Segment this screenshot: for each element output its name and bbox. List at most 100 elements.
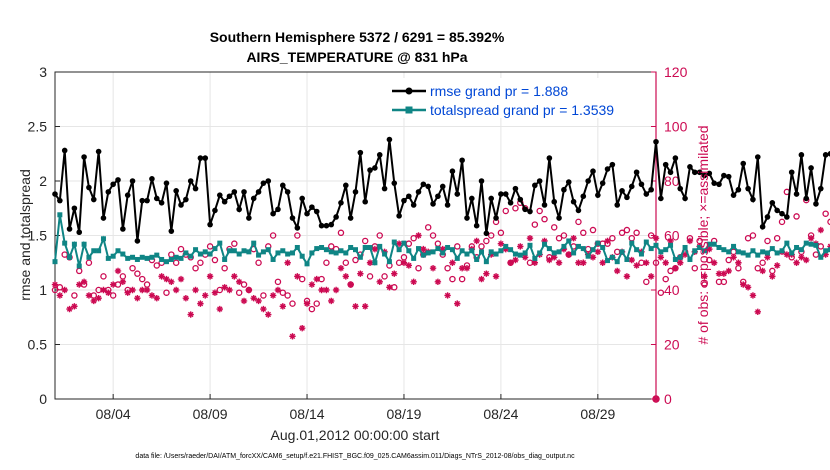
totalspread-point xyxy=(52,259,58,265)
totalspread-point xyxy=(125,255,131,261)
obs-assimilated-point xyxy=(773,262,781,269)
totalspread-point xyxy=(372,260,378,266)
rmse-point xyxy=(522,206,528,213)
obs-assimilated-point xyxy=(235,278,243,286)
totalspread-point xyxy=(105,255,111,261)
rmse-point xyxy=(367,167,373,173)
obs-assimilated-point xyxy=(449,259,456,266)
rmse-point xyxy=(144,197,150,204)
rmse-point xyxy=(541,202,548,208)
obs-possible-point xyxy=(643,278,650,286)
rmse-point xyxy=(565,179,572,185)
totalspread-point xyxy=(391,239,397,245)
totalspread-point xyxy=(605,258,611,264)
obs-assimilated-point xyxy=(410,278,417,286)
obs-assimilated-point xyxy=(575,259,582,266)
obs-assimilated-point xyxy=(633,262,640,269)
obs-assimilated-point xyxy=(565,251,572,258)
obs-assimilated-point xyxy=(546,256,553,264)
totalspread-point xyxy=(575,243,581,249)
rmse-point xyxy=(376,152,383,158)
obs-assimilated-point xyxy=(100,286,107,294)
obs-possible-point xyxy=(764,237,771,245)
totalspread-point xyxy=(638,251,644,257)
totalspread-point xyxy=(382,251,388,257)
obs-assimilated-point xyxy=(744,284,752,291)
rmse-point xyxy=(105,189,112,195)
obs-possible-point xyxy=(444,264,451,272)
rmse-point xyxy=(149,176,155,182)
rmse-point xyxy=(469,195,475,202)
totalspread-point xyxy=(197,251,203,257)
rmse-point xyxy=(682,195,688,202)
obs-assimilated-point xyxy=(444,292,451,299)
obs-possible-point xyxy=(284,292,291,299)
totalspread-point xyxy=(740,250,746,256)
rmse-point xyxy=(255,189,262,195)
rmse-point xyxy=(352,189,359,195)
obs-assimilated-point xyxy=(478,275,485,283)
x-axis-label: Aug.01,2012 00:00:00 start xyxy=(271,427,440,443)
totalspread-point xyxy=(435,246,441,252)
rmse-point xyxy=(134,238,141,244)
obs-assimilated-point xyxy=(163,275,170,283)
totalspread-point xyxy=(323,247,329,253)
obs-assimilated-point xyxy=(628,256,635,264)
totalspread-point xyxy=(643,239,649,245)
obs-assimilated-point xyxy=(357,270,364,277)
totalspread-point xyxy=(212,246,218,252)
obs-possible-point xyxy=(61,251,68,258)
obs-possible-point xyxy=(109,292,117,299)
obs-assimilated-point xyxy=(643,259,650,266)
rmse-point xyxy=(313,208,320,215)
totalspread-point xyxy=(706,241,712,247)
obs-assimilated-point xyxy=(647,273,655,280)
obs-assimilated-point xyxy=(153,294,160,302)
rmse-point xyxy=(701,172,708,179)
totalspread-point xyxy=(663,247,669,253)
obs-possible-point xyxy=(342,259,350,266)
obs-assimilated-point xyxy=(735,259,742,266)
rmse-point xyxy=(95,148,102,155)
obs-possible-point xyxy=(381,273,388,280)
totalspread-point xyxy=(120,251,126,257)
obs-assimilated-point xyxy=(521,254,529,261)
left-tick-label: 2 xyxy=(39,173,47,189)
obs-possible-point xyxy=(531,221,539,228)
obs-assimilated-point xyxy=(216,305,223,313)
rmse-point xyxy=(265,178,272,184)
obs-assimilated-point xyxy=(313,275,320,283)
x-tick-label: 08/04 xyxy=(96,406,131,422)
obs-assimilated-point xyxy=(298,324,306,332)
totalspread-point xyxy=(619,249,625,255)
obs-possible-point xyxy=(269,232,277,239)
obs-assimilated-point xyxy=(308,281,316,288)
obs-assimilated-point xyxy=(769,273,776,280)
totalspread-point xyxy=(289,250,295,256)
totalspread-point xyxy=(445,244,451,250)
obs-assimilated-point xyxy=(497,240,505,247)
rmse-point xyxy=(745,185,751,192)
rmse-point xyxy=(449,168,456,174)
obs-assimilated-point xyxy=(71,303,78,310)
obs-possible-point xyxy=(71,292,78,299)
obs-possible-point xyxy=(231,240,238,247)
obs-possible-point xyxy=(512,204,519,212)
rmse-point xyxy=(793,191,800,197)
rmse-point xyxy=(71,205,78,212)
obs-assimilated-point xyxy=(51,281,59,288)
rmse-point xyxy=(735,186,742,193)
rmse-point xyxy=(784,214,790,220)
legend-spread-label: totalspread grand pr = 1.3539 xyxy=(430,102,614,118)
totalspread-point xyxy=(479,249,485,255)
obs-possible-point xyxy=(289,300,296,307)
totalspread-point xyxy=(159,256,165,262)
obs-possible-point xyxy=(609,234,616,242)
rmse-point xyxy=(221,198,228,205)
rmse-point xyxy=(270,210,276,217)
totalspread-point xyxy=(241,248,247,254)
rmse-point xyxy=(139,197,146,204)
obs-assimilated-point xyxy=(211,289,219,296)
obs-possible-point xyxy=(100,273,107,280)
totalspread-point xyxy=(411,255,417,261)
